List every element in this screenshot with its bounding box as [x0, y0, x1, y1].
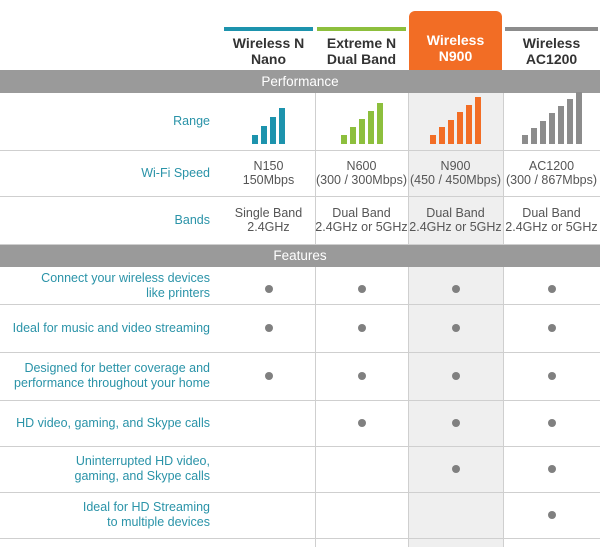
feature-label: Uninterrupted HD video, gaming, and Skyp…: [74, 454, 211, 483]
feature-supported-dot: [451, 419, 460, 427]
range-signal-bar: [575, 91, 582, 144]
range-signal-bar: [530, 127, 537, 144]
range-signal-bar: [358, 118, 365, 144]
section-header-performance: Performance: [0, 70, 600, 93]
row-divider: [0, 492, 600, 493]
feature-supported-dot: [451, 284, 460, 293]
feature-label: Connect your wireless devices like print…: [41, 270, 210, 300]
range-signal-bar: [548, 113, 555, 144]
range-signal-bar: [557, 106, 564, 144]
feature-supported-dot: [451, 372, 460, 380]
row-label-range: Range: [173, 114, 210, 128]
bands-cell: Single Band 2.4GHz: [234, 206, 303, 234]
range-signal-bar: [475, 97, 481, 144]
row-divider: [0, 446, 600, 447]
row-divider: [0, 400, 600, 401]
range-signal-bar: [367, 110, 374, 144]
column-divider: [503, 93, 504, 244]
range-signal-bar: [376, 102, 383, 144]
column-divider: [408, 93, 409, 244]
feature-supported-dot: [547, 419, 556, 427]
feature-label: Ideal for HD Streaming to multiple devic…: [82, 500, 210, 529]
row-divider: [0, 196, 600, 197]
feature-supported-dot: [547, 465, 556, 473]
range-signal-bar: [448, 119, 454, 144]
range-signal-bar: [430, 135, 436, 144]
range-signal-bar: [261, 126, 267, 144]
column-divider: [315, 93, 316, 244]
feature-label: Designed for better coverage and perform…: [14, 361, 210, 390]
column-divider: [503, 267, 504, 547]
row-divider: [0, 304, 600, 305]
feature-supported-dot: [357, 419, 366, 427]
row-divider: [0, 150, 600, 151]
feature-supported-dot: [264, 372, 273, 380]
product-title-1: Extreme N Dual Band: [326, 35, 397, 67]
product-accent-bar-0: [224, 27, 313, 31]
feature-supported-dot: [357, 324, 366, 332]
feature-supported-dot: [547, 324, 556, 332]
range-signal-bar: [279, 108, 285, 144]
row-divider: [0, 352, 600, 353]
feature-supported-dot: [357, 372, 366, 380]
row-label-bands: Bands: [174, 212, 210, 227]
range-signal-bar: [457, 112, 463, 144]
product-header-highlight: [409, 11, 502, 70]
range-signal-bar: [539, 120, 546, 144]
feature-supported-dot: [357, 284, 366, 293]
feature-supported-dot: [547, 372, 556, 380]
range-signal-bar: [340, 135, 347, 144]
feature-supported-dot: [451, 324, 460, 332]
row-label-wifi-speed: Wi-Fi Speed: [141, 165, 210, 180]
wifi-speed-cell: N150 150Mbps: [242, 159, 295, 187]
wifi-speed-cell: N600 (300 / 300Mbps): [315, 159, 408, 187]
wifi-speed-cell: AC1200 (300 / 867Mbps): [505, 159, 598, 187]
product-accent-bar-1: [317, 27, 406, 31]
range-signal-bar: [521, 135, 528, 144]
feature-label: Ideal for music and video streaming: [12, 320, 210, 335]
range-signal-bar: [439, 127, 445, 144]
range-signal-bar: [270, 117, 276, 144]
range-signal-bar: [349, 126, 356, 144]
row-divider: [0, 538, 600, 539]
bands-cell: Dual Band 2.4GHz or 5GHz: [505, 206, 598, 234]
product-title-3: Wireless AC1200: [522, 35, 581, 67]
product-accent-bar-3: [505, 27, 598, 31]
feature-supported-dot: [547, 284, 556, 293]
bands-cell: Dual Band 2.4GHz or 5GHz: [409, 206, 502, 234]
product-title-2: Wireless N900: [426, 32, 485, 64]
feature-supported-dot: [547, 511, 556, 519]
range-signal-bar: [466, 104, 472, 144]
section-header-features: Features: [0, 244, 600, 267]
row-divider: [0, 244, 600, 245]
range-signal-bar: [566, 98, 573, 144]
bands-cell: Dual Band 2.4GHz or 5GHz: [315, 206, 408, 234]
range-signal-bar: [252, 135, 258, 144]
product-title-0: Wireless N Nano: [232, 35, 305, 67]
wifi-speed-cell: N900 (450 / 450Mbps): [409, 159, 502, 187]
feature-supported-dot: [264, 284, 273, 293]
feature-supported-dot: [264, 324, 273, 332]
highlight-column-bg: [408, 70, 503, 547]
column-divider: [315, 267, 316, 547]
feature-label: HD video, gaming, and Skype calls: [16, 415, 210, 430]
feature-supported-dot: [451, 465, 460, 473]
column-divider: [408, 267, 409, 547]
